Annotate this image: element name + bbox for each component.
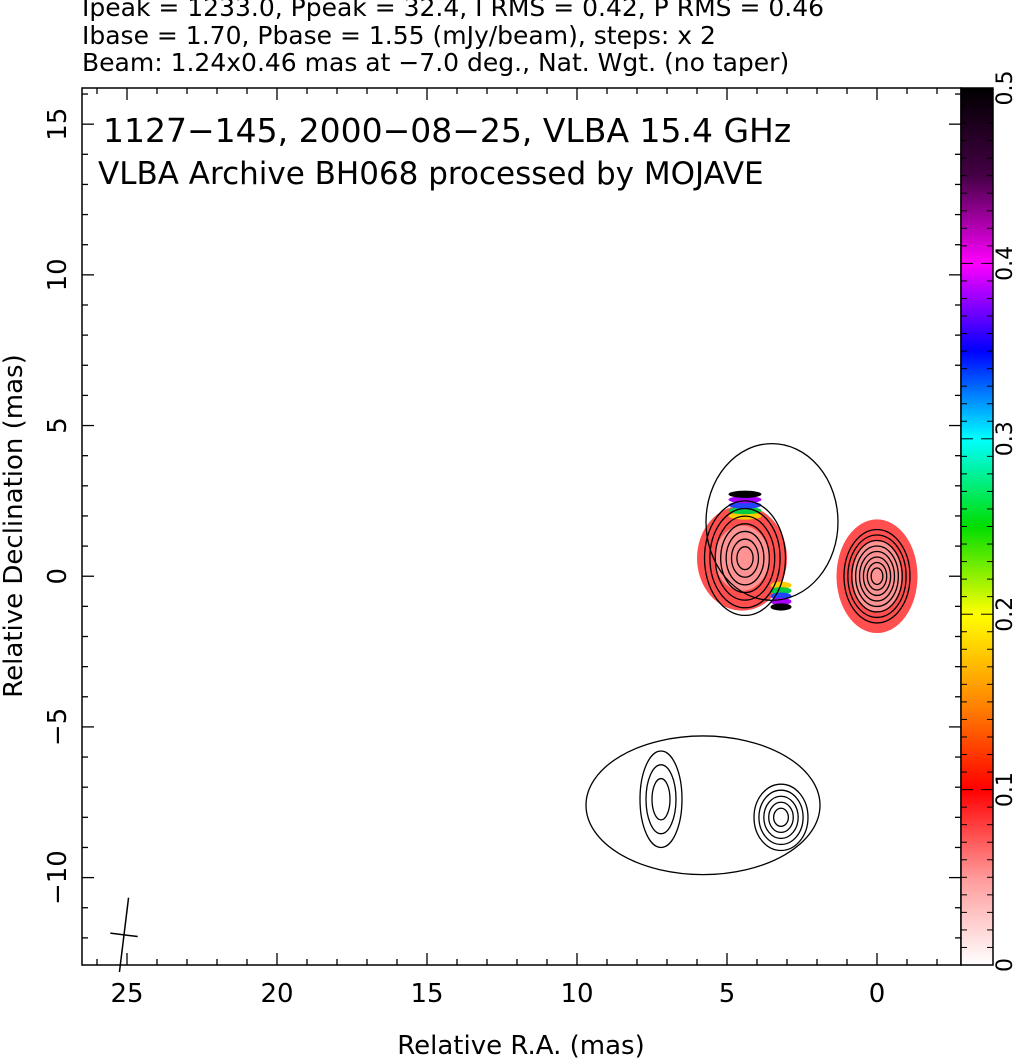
x-tick-label: 5: [719, 979, 736, 1009]
contour-inner-jet-1: [709, 507, 781, 609]
contour-south-knot-0: [753, 783, 809, 852]
pol-edge-top-2: [728, 501, 762, 509]
header-line-1: Ipeak = 1233.0, Ppeak = 32.4, I RMS = 0.…: [82, 0, 825, 22]
x-tick-label: 15: [410, 979, 443, 1009]
annotation-source: 1127−145, 2000−08−25, VLBA 15.4 GHz: [103, 111, 791, 150]
x-axis-label: Relative R.A. (mas): [397, 1031, 644, 1060]
contour-core-6: [866, 561, 888, 591]
y-tick-label: −10: [43, 850, 73, 905]
contour-core-3: [854, 545, 900, 608]
contour-south-knot-3: [768, 801, 794, 834]
header-line-2: Ibase = 1.70, Pbase = 1.55 (mJy/beam), s…: [82, 21, 716, 50]
contour-south-diffuse-0: [639, 750, 683, 849]
pol-region-core-1: [715, 525, 769, 591]
y-tick-label: 0: [43, 568, 73, 585]
beam-minor-axis: [110, 932, 138, 938]
contour-south-envelope: [585, 735, 821, 876]
contour-south-knot-1: [758, 789, 804, 846]
plot-frame: [81, 87, 962, 966]
y-tick-label: 15: [43, 108, 73, 141]
x-tick-label: 20: [260, 979, 293, 1009]
colorbar-tick-label: 0.2: [993, 597, 1018, 632]
x-tick-label: 25: [110, 979, 143, 1009]
contour-core-2: [851, 539, 903, 613]
contour-south-diffuse-1: [645, 764, 677, 835]
axes: 25 20 15 10 5 0 15 10 5 0 −5 −10: [43, 88, 961, 1009]
x-tick-label: 10: [560, 979, 593, 1009]
contour-core-4: [858, 550, 896, 602]
contour-core-5: [862, 556, 892, 597]
contour-inner-jet-4: [725, 530, 765, 586]
colorbar-tick-label: 0: [993, 958, 1018, 972]
x-tick-label: 0: [869, 979, 886, 1009]
pol-edge-top-1: [728, 506, 762, 515]
pol-edge-top-4: [728, 490, 762, 498]
beam-marker: [110, 897, 138, 973]
y-axis-label: Relative Declination (mas): [0, 354, 29, 697]
annotation-archive: VLBA Archive BH068 processed by MOJAVE: [98, 156, 764, 192]
contour-inner-jet-5: [730, 538, 760, 578]
contour-core-0: [843, 528, 911, 624]
contour-core-7: [870, 567, 884, 586]
y-tick-label: 5: [43, 417, 73, 434]
header-line-3: Beam: 1.24x0.46 mas at −7.0 deg., Nat. W…: [82, 48, 790, 77]
contour-inner-envelope: [705, 442, 839, 601]
contour-inner-jet-6: [736, 546, 754, 571]
contour-south-knot-4: [772, 807, 790, 828]
contour-south-knot-2: [763, 795, 799, 840]
colorbar-tick-label: 0.4: [993, 246, 1018, 281]
contour-inner-jet-3: [720, 523, 770, 594]
colorbar-axis: 0 0.1 0.2 0.3 0.4 0.5: [961, 71, 1018, 972]
contour-south-diffuse-2: [651, 777, 671, 821]
y-tick-label: −5: [43, 708, 73, 746]
contour-core-1: [847, 534, 907, 619]
colorbar-tick-label: 0.5: [993, 71, 1018, 106]
colorbar-tick-label: 0.1: [993, 772, 1018, 807]
y-tick-label: 10: [43, 258, 73, 291]
pol-edge-bottom-1: [770, 587, 792, 595]
contour-inner-jet-2: [714, 515, 776, 601]
pol-edge-bottom-4: [770, 603, 792, 611]
intensity-contours: [585, 442, 911, 876]
colorbar-tick-label: 0.3: [993, 421, 1018, 456]
contour-inner-jet-0: [703, 500, 787, 617]
